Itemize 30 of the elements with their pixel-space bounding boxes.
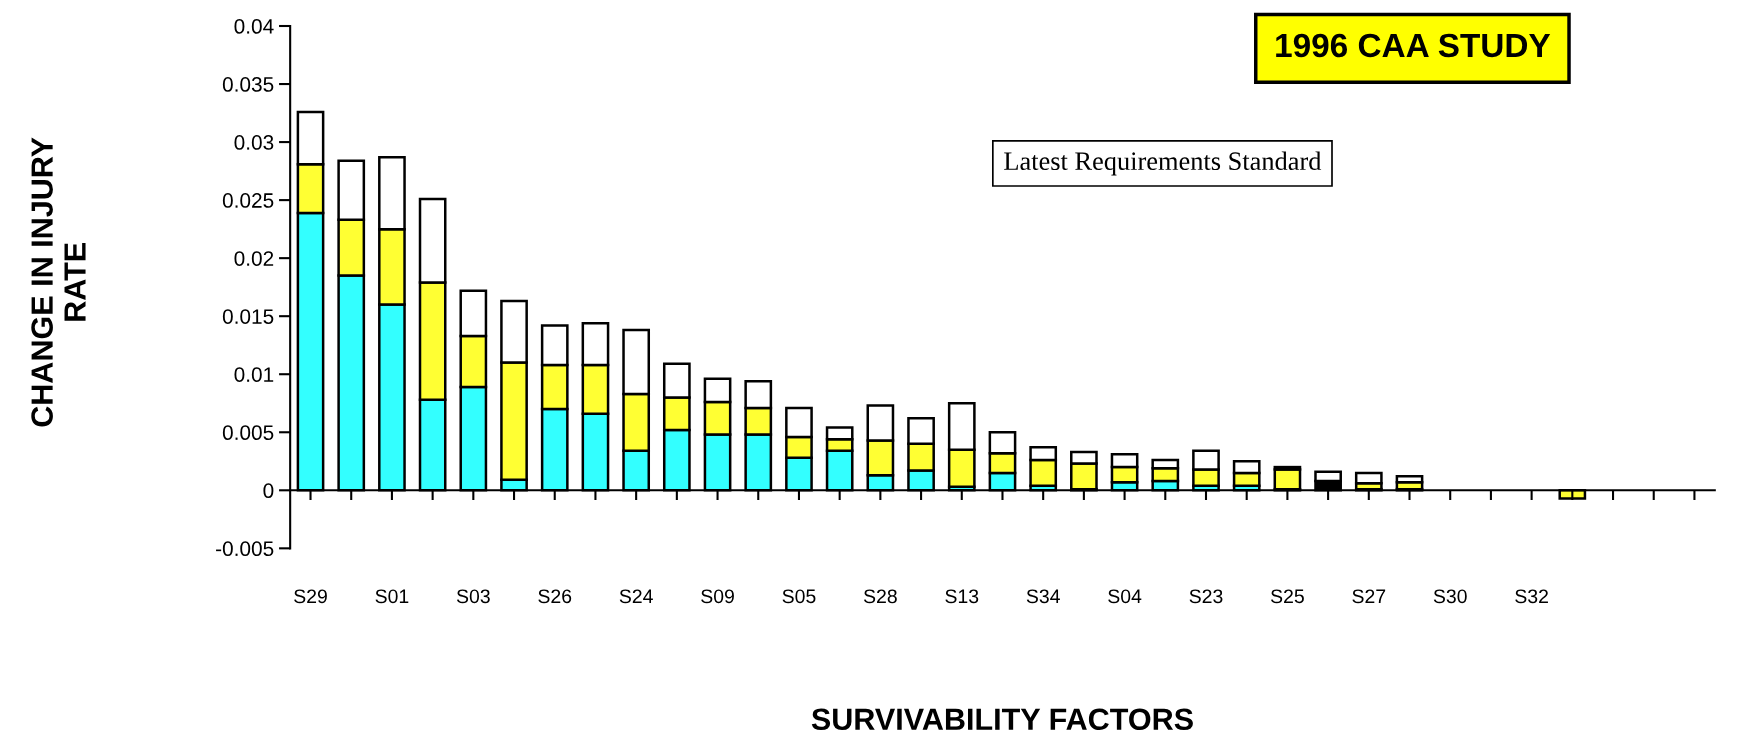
annotation: Latest Requirements Standard: [1004, 151, 1322, 176]
chart-title: 1996 CAA STUDY: [1276, 33, 1551, 58]
x-tick-label: S01: [375, 589, 409, 604]
x-tick-label: S04: [1108, 589, 1142, 604]
y-tick-label: 0.035: [222, 77, 274, 92]
x-tick-label: S30: [1433, 589, 1467, 604]
y-tick-label: 0.02: [234, 251, 274, 266]
x-tick-label: S03: [456, 589, 490, 604]
y-tick-label: 0.015: [222, 309, 274, 324]
x-tick-label: S27: [1352, 589, 1386, 604]
x-tick-label: S25: [1270, 589, 1304, 604]
x-tick-label: S05: [782, 589, 816, 604]
x-tick-label: S28: [863, 589, 897, 604]
y-tick-label: 0.005: [222, 425, 274, 441]
x-tick-label: S24: [619, 589, 653, 604]
x-axis-title: SURVIVABILITY FACTORS: [811, 708, 1193, 731]
x-tick-label: S32: [1515, 589, 1548, 604]
y-tick-label: 0.03: [234, 135, 274, 150]
x-tick-label: S23: [1189, 589, 1223, 604]
x-tick-label: S09: [701, 589, 734, 604]
y-tick-label: -0.005: [216, 541, 274, 557]
y-tick-label: 0.025: [222, 193, 274, 208]
y-tick-label: 0.04: [234, 19, 274, 34]
y-axis-title: CHANGE IN INJURY RATE: [31, 137, 86, 427]
x-tick-label: S29: [294, 589, 327, 604]
x-tick-label: S26: [538, 589, 572, 604]
x-tick-label: S34: [1026, 589, 1060, 604]
y-tick-label: 0: [263, 483, 274, 499]
y-tick-label: 0.01: [234, 367, 274, 382]
x-tick-label: S13: [945, 589, 979, 604]
